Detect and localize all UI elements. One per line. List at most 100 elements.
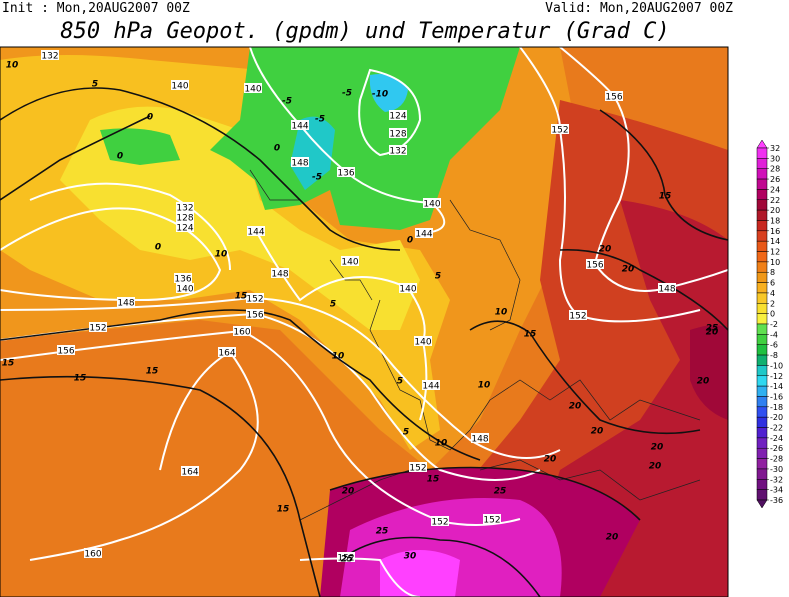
geopotential-label: 156	[605, 93, 622, 103]
geopotential-label: 156	[57, 347, 74, 357]
geopotential-label: 132	[389, 147, 406, 157]
label-box	[431, 516, 449, 526]
temperature-label: -5	[342, 89, 352, 99]
colorbar-label: 18	[770, 216, 780, 225]
colorbar-label: -18	[770, 403, 783, 412]
colorbar-segment	[756, 365, 768, 377]
temperature-label: 10	[6, 61, 19, 71]
colorbar-label: -20	[770, 413, 783, 422]
label-box	[84, 548, 102, 558]
label-box	[569, 310, 587, 320]
temperature-contour	[0, 115, 151, 201]
colorbar-label: -36	[770, 496, 783, 505]
temperature-label: 15	[277, 505, 290, 515]
temperature-field	[380, 550, 460, 597]
temperature-label: 15	[427, 475, 440, 485]
label-box	[586, 259, 604, 269]
geopotential-contour	[29, 350, 259, 561]
colorbar-label: -8	[770, 351, 778, 360]
colorbar-label: 0	[770, 310, 775, 319]
temperature-label: 20	[649, 462, 662, 472]
label-box	[551, 124, 569, 134]
label-box	[89, 322, 107, 332]
geopotential-contour	[0, 312, 541, 481]
map-frame	[0, 46, 729, 597]
colorbar-segment	[756, 271, 768, 283]
map-title: 850 hPa Geopot. (gpdm) und Temperatur (G…	[60, 19, 669, 44]
temperature-label: 5	[330, 300, 336, 310]
geopotential-label: 152	[409, 464, 426, 474]
colorbar-label: 10	[770, 258, 780, 267]
colorbar-segment	[756, 303, 768, 314]
colorbar-segment	[756, 334, 768, 345]
colorbar-segment	[756, 292, 768, 304]
temperature-label: 15	[659, 192, 672, 202]
colorbar-label: 16	[770, 227, 780, 236]
colorbar-segment	[756, 199, 768, 211]
geopotential-label: 136	[174, 275, 191, 285]
colorbar-segment	[756, 313, 768, 325]
geopotential-label: 152	[483, 516, 500, 526]
colorbar-label: 14	[770, 237, 780, 246]
geopotential-contour	[29, 182, 231, 271]
label-box	[244, 83, 262, 93]
colorbar-segment	[756, 189, 768, 201]
geopotential-label: 148	[271, 270, 288, 280]
geopotential-label: 156	[246, 311, 263, 321]
geopotential-label: 132	[41, 52, 58, 62]
label-box	[422, 380, 440, 390]
colorbar-segment	[756, 209, 768, 221]
colorbar-segment	[756, 323, 768, 335]
colorbar-segment	[756, 230, 768, 242]
temperature-label: 5	[397, 377, 403, 387]
colorbar-label: 20	[770, 206, 780, 215]
label-box	[218, 347, 236, 357]
map-area	[0, 46, 729, 597]
valid-time: Valid: Mon,20AUG2007 00Z	[545, 1, 733, 16]
geopotential-label: 140	[414, 338, 431, 348]
temperature-label: 10	[332, 352, 345, 362]
temperature-field	[369, 74, 408, 112]
colorbar-segment	[756, 354, 768, 366]
label-box	[171, 80, 189, 90]
geopotential-label: 152	[551, 126, 568, 136]
colorbar-segment	[756, 251, 768, 263]
colorbar-segment	[756, 396, 768, 408]
colorbar-label: -12	[770, 372, 783, 381]
colorbar-label: -10	[770, 361, 783, 370]
temperature-label: 25	[494, 487, 507, 497]
temperature-label: 5	[435, 272, 441, 282]
colorbar-segment	[756, 416, 768, 428]
temperature-field	[100, 128, 180, 165]
temperature-contour	[559, 249, 728, 331]
label-box	[471, 433, 489, 443]
colorbar-segment	[756, 375, 768, 387]
temperature-label: -5	[315, 115, 325, 125]
colorbar-segment	[756, 261, 768, 273]
temperature-label: 10	[215, 250, 228, 260]
label-box	[605, 91, 623, 101]
colorbar-label: 4	[770, 289, 775, 298]
temperature-label: 15	[2, 359, 15, 369]
colorbar: 32302826242220181614121086420-2-4-6-8-10…	[756, 139, 783, 509]
geopotential-label: 152	[89, 324, 106, 334]
label-box	[271, 268, 289, 278]
label-box	[389, 145, 407, 155]
colorbar-label: 30	[770, 154, 780, 163]
temperature-contour	[599, 109, 728, 241]
colorbar-segment	[756, 458, 768, 470]
colorbar-label: 32	[770, 144, 780, 153]
geopotential-label: 152	[431, 518, 448, 528]
geopotential-label: 124	[176, 224, 193, 234]
temperature-label: 20	[622, 265, 635, 275]
colorbar-label: -28	[770, 455, 783, 464]
temperature-label: 20	[544, 455, 557, 465]
colorbar-segment	[756, 427, 768, 439]
temperature-label: 20	[591, 427, 604, 437]
geopotential-contour	[0, 329, 521, 526]
coastline	[249, 169, 701, 521]
label-box	[414, 336, 432, 346]
temperature-label: 20	[706, 328, 719, 338]
